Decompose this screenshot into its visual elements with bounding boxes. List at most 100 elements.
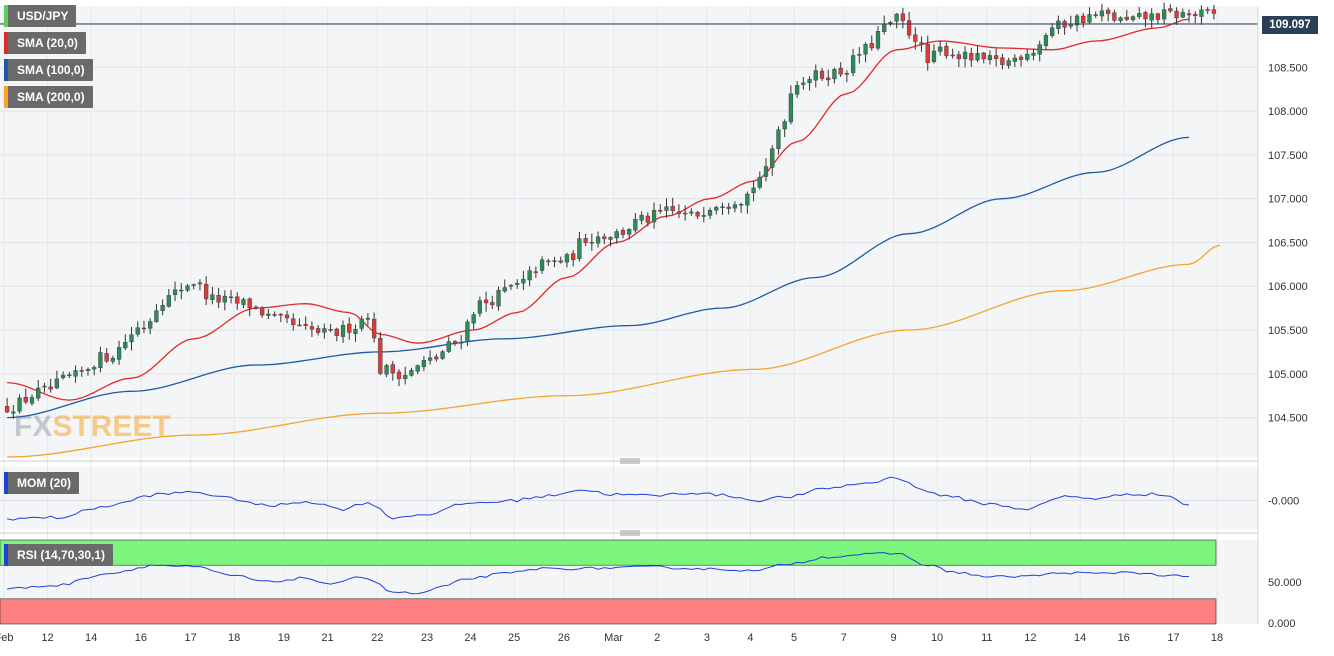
x-tick-label: 14 xyxy=(85,632,97,644)
x-tick-label: 14 xyxy=(1074,632,1086,644)
candle-body xyxy=(602,236,607,240)
x-tick-label: 17 xyxy=(184,632,196,644)
candle-body xyxy=(459,341,464,344)
candle-body xyxy=(931,50,937,62)
sma100-line xyxy=(7,136,1190,419)
candle-body xyxy=(340,325,346,337)
candle-body xyxy=(788,93,794,123)
candle-body xyxy=(838,67,843,75)
candle-body xyxy=(564,254,570,263)
candle-body xyxy=(888,22,893,24)
sma200-line xyxy=(7,244,1221,458)
main-y-tick-label: 105.000 xyxy=(1268,369,1308,381)
candle-body xyxy=(1018,56,1024,60)
candle-body xyxy=(434,356,439,360)
candle-body xyxy=(73,370,78,377)
candle-body xyxy=(141,327,147,330)
candle-body xyxy=(906,20,912,36)
candle-body xyxy=(403,374,408,379)
candle-body xyxy=(707,210,713,216)
candle-body xyxy=(813,70,818,81)
candle-body xyxy=(303,323,308,326)
sma100-swatch xyxy=(4,59,8,81)
candle-body xyxy=(1068,24,1073,27)
candle-body xyxy=(1199,9,1204,17)
candle-body xyxy=(1056,20,1061,29)
x-tick-label: 11 xyxy=(981,632,992,644)
candle-body xyxy=(527,270,532,281)
candle-body xyxy=(1174,10,1179,19)
candle-body xyxy=(216,294,221,303)
candle-body xyxy=(54,378,60,389)
candle-body xyxy=(241,299,246,305)
candle-body xyxy=(1087,14,1092,23)
candle-body xyxy=(1118,17,1123,21)
candle-body xyxy=(701,215,706,217)
candle-body xyxy=(297,324,302,327)
mom-swatch xyxy=(4,472,8,494)
candle-body xyxy=(92,367,97,370)
candle-body xyxy=(496,289,501,307)
candle-body xyxy=(1180,12,1185,18)
candle-body xyxy=(123,342,128,349)
candle-body xyxy=(533,271,538,273)
candle-body xyxy=(832,69,837,80)
candle-body xyxy=(770,148,775,168)
candle-body xyxy=(36,387,41,399)
main-y-tick-label: 107.000 xyxy=(1268,194,1308,206)
candle-body xyxy=(446,341,451,352)
candle-body xyxy=(683,212,688,215)
candle-body xyxy=(608,237,613,240)
sma20-label: SMA (20,0) xyxy=(17,36,78,50)
candle-body xyxy=(1043,35,1049,46)
main-y-tick-label: 106.500 xyxy=(1268,237,1308,249)
candle-body xyxy=(1006,60,1011,66)
candle-body xyxy=(60,374,66,379)
candle-body xyxy=(347,323,352,333)
candle-body xyxy=(334,328,339,336)
x-tick-label: 12 xyxy=(1024,632,1036,644)
x-tick-label: 12 xyxy=(41,632,53,644)
candle-body xyxy=(589,242,594,244)
x-tick-label: 21 xyxy=(321,632,333,644)
candle-body xyxy=(278,313,283,316)
candle-body xyxy=(894,13,899,22)
current-price-label: 109.097 xyxy=(1262,16,1318,34)
candle-body xyxy=(558,260,563,263)
x-tick-label: 26 xyxy=(558,632,570,644)
candle-body xyxy=(1112,12,1117,21)
candle-body xyxy=(104,353,109,362)
candle-body xyxy=(875,31,881,49)
candle-body xyxy=(850,55,856,74)
candle-body xyxy=(154,310,159,322)
candle-body xyxy=(515,283,520,285)
candle-body xyxy=(508,285,514,287)
candle-body xyxy=(427,357,433,361)
candle-body xyxy=(172,289,178,296)
candle-body xyxy=(763,166,769,177)
candle-body xyxy=(869,43,874,49)
candle-body xyxy=(116,347,122,360)
candle-body xyxy=(676,211,682,214)
candle-body xyxy=(782,121,787,130)
rsi-overbought-zone xyxy=(0,539,1217,566)
rsi-line xyxy=(7,552,1189,595)
candle-body xyxy=(1193,13,1198,16)
candle-body xyxy=(1137,13,1142,17)
candle-body xyxy=(521,278,526,284)
candle-body xyxy=(1000,57,1005,65)
x-tick-label: 17 xyxy=(1167,632,1179,644)
candle-body xyxy=(757,176,762,188)
candle-body xyxy=(751,187,756,194)
sma100-tag: SMA (100,0) xyxy=(4,59,93,81)
candle-body xyxy=(1025,53,1030,60)
candle-body xyxy=(925,43,930,63)
candle-body xyxy=(4,406,10,413)
candle-body xyxy=(465,321,470,343)
candle-body xyxy=(440,351,445,359)
candle-body xyxy=(1130,16,1136,20)
candle-body xyxy=(166,295,171,307)
sma200-swatch xyxy=(4,86,8,108)
